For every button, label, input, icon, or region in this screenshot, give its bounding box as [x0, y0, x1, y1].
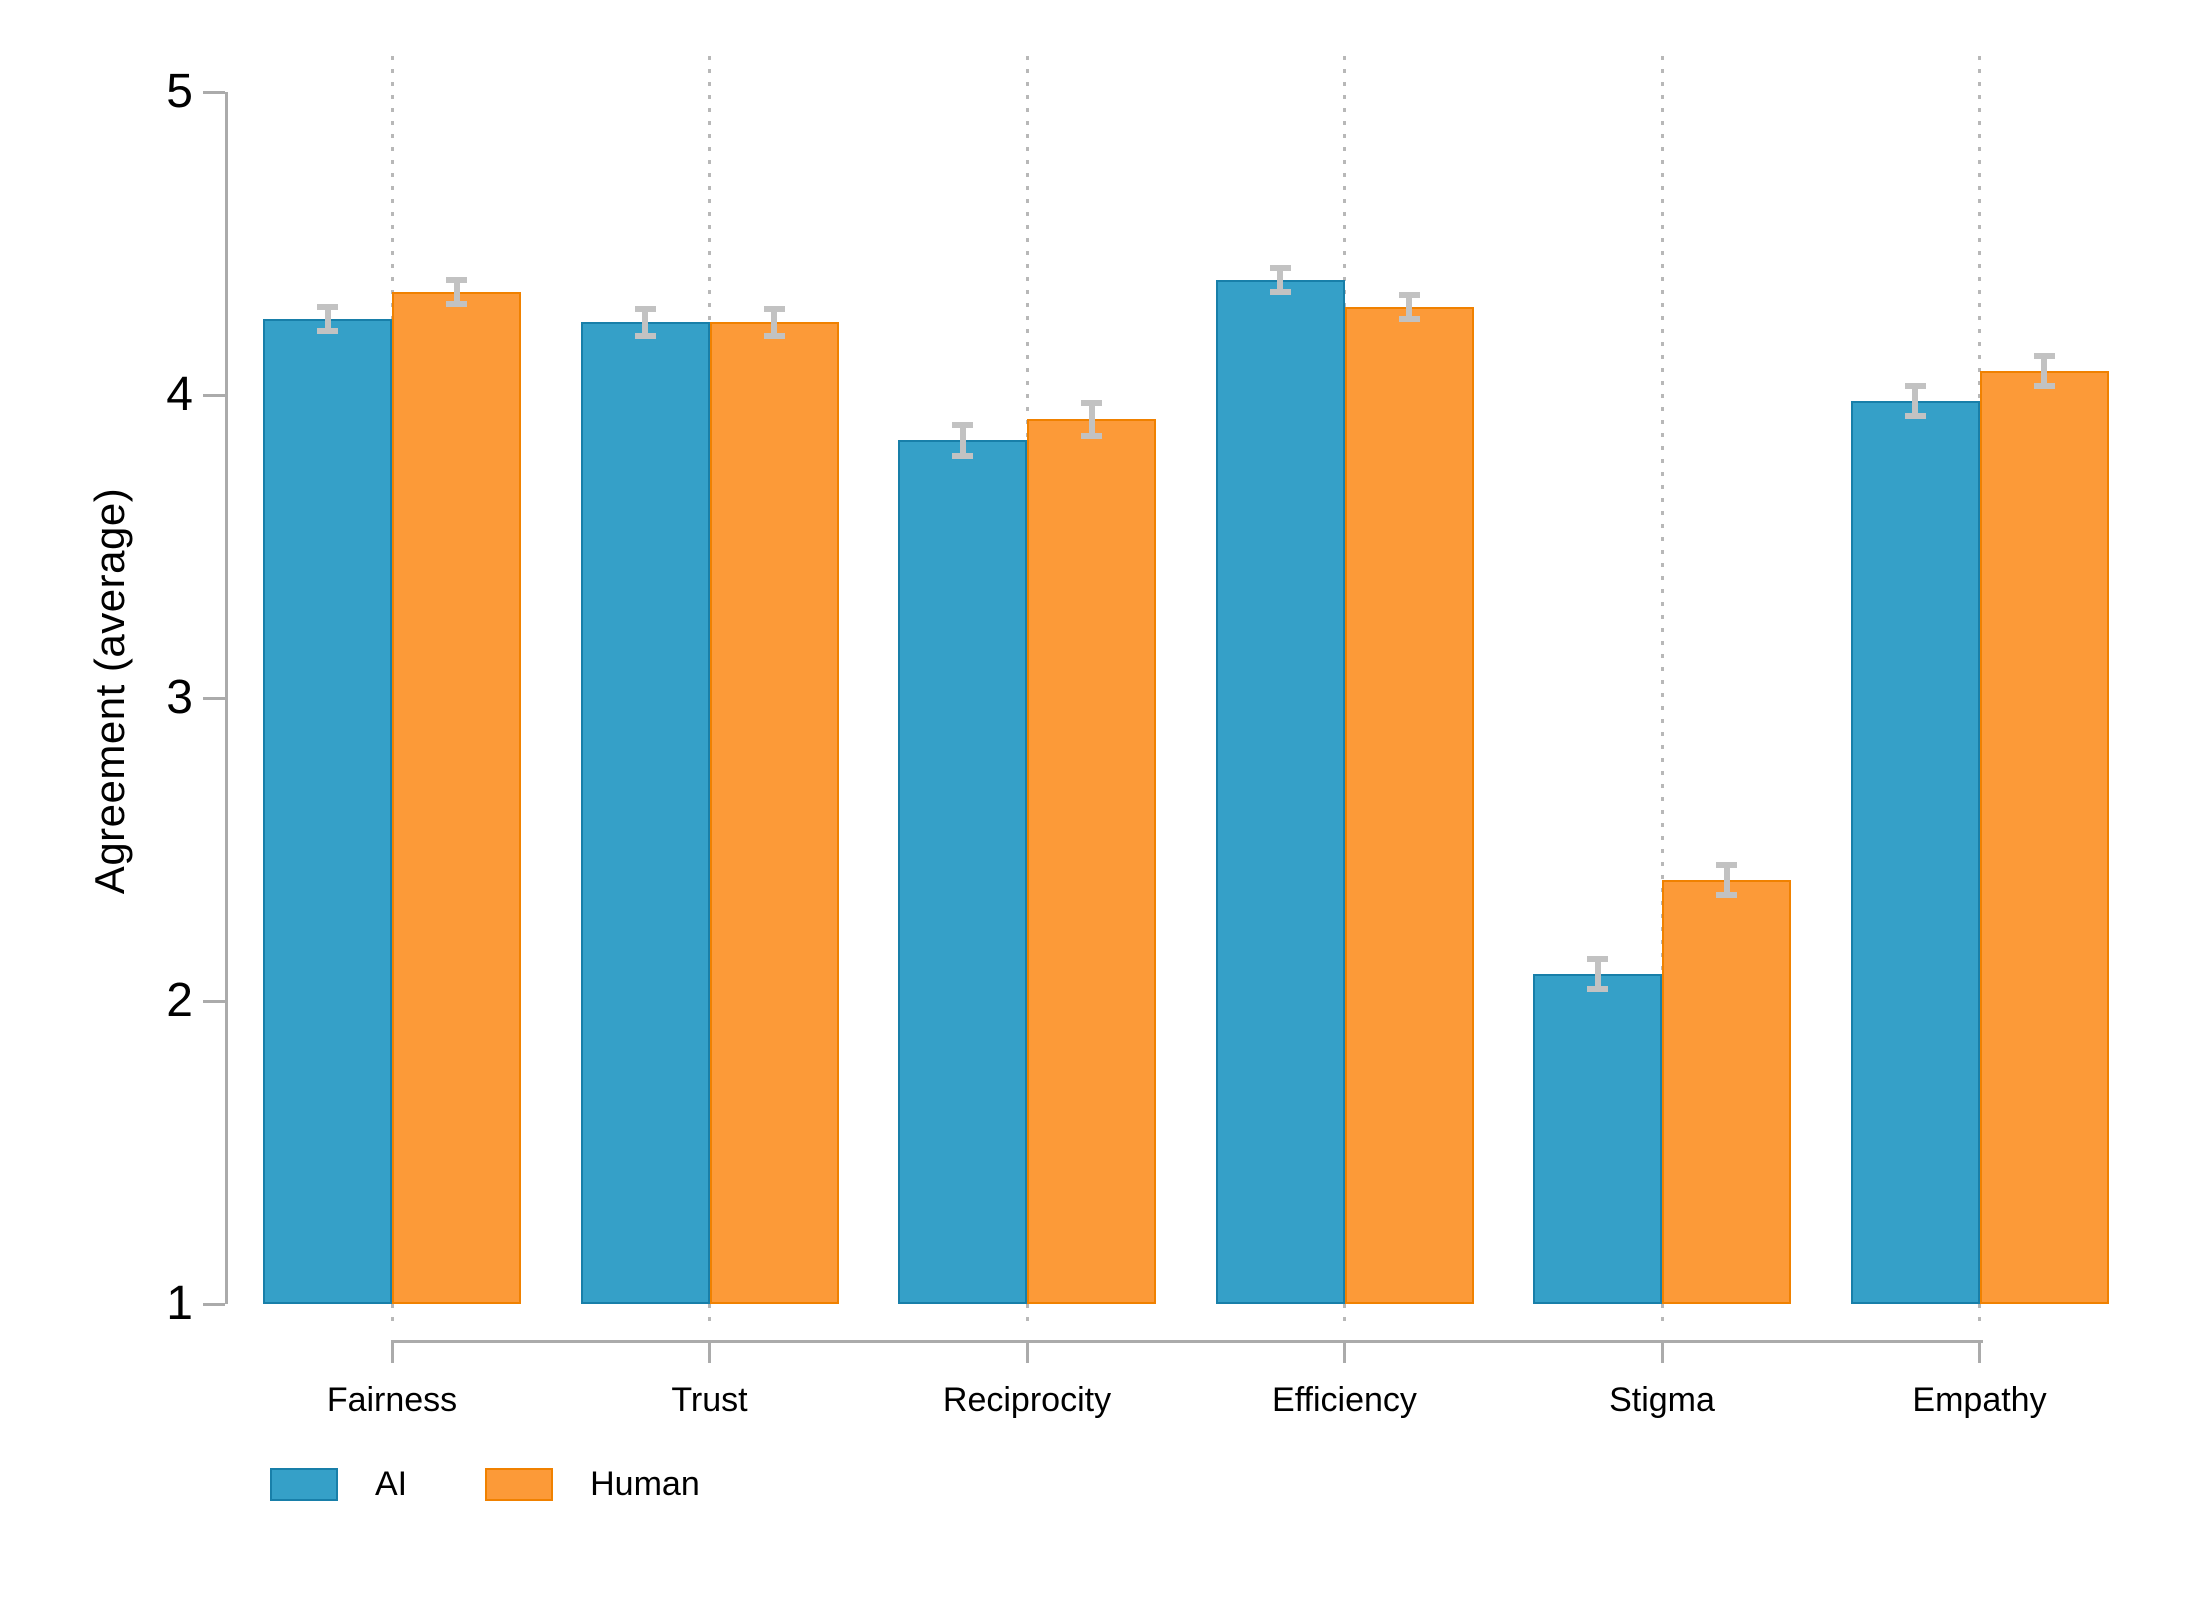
error-bar-stem-ai-bar-reciprocity: [959, 425, 966, 456]
x-category-label-empathy: Empathy: [1912, 1381, 2047, 1419]
y-tick-5: [203, 90, 225, 94]
y-axis-line: [225, 92, 228, 1304]
error-bar-cap-bottom-ai-bar-stigma: [1587, 985, 1608, 992]
error-bar-stem-ai-bar-empathy: [1912, 385, 1918, 417]
x-category-label-fairness: Fairness: [326, 1381, 458, 1419]
y-tick-4: [203, 393, 225, 397]
error-bar-cap-top-ai-bar-reciprocity: [952, 422, 973, 429]
error-bar-stem-human-bar-trust: [771, 308, 777, 336]
error-bar-cap-bottom-ai-bar-empathy: [1904, 413, 1926, 420]
human-bar-empathy: [1979, 370, 2109, 1304]
error-bar-stem-human-bar-stigma: [1723, 864, 1730, 895]
error-bar-cap-bottom-ai-bar-trust: [634, 332, 656, 339]
error-bar-cap-bottom-human-bar-fairness: [446, 301, 467, 308]
error-bar-stem-ai-bar-efficiency: [1277, 267, 1283, 292]
error-bar-cap-bottom-human-bar-efficiency: [1398, 316, 1420, 323]
error-bar-stem-ai-bar-stigma: [1594, 958, 1601, 989]
ai-bar-reciprocity: [898, 440, 1027, 1304]
ai-bar-stigma: [1533, 973, 1662, 1304]
error-bar-cap-top-ai-bar-trust: [634, 305, 656, 312]
y-tick-2: [203, 999, 225, 1003]
x-tick-reciprocity: [1025, 1340, 1029, 1363]
error-bar-cap-top-human-bar-fairness: [446, 276, 467, 283]
error-bar-stem-human-bar-efficiency: [1406, 295, 1412, 320]
x-tick-fairness: [390, 1340, 394, 1363]
legend: AI Human: [270, 1465, 700, 1504]
ai-bar-trust: [580, 322, 710, 1304]
x-axis-line: [392, 1340, 1983, 1343]
error-bar-stem-human-bar-reciprocity: [1088, 402, 1095, 436]
y-tick-label-1: 1: [166, 1277, 193, 1330]
x-category-label-reciprocity: Reciprocity: [942, 1381, 1112, 1419]
error-bar-cap-top-human-bar-stigma: [1716, 861, 1737, 868]
x-category-label-efficiency: Efficiency: [1272, 1381, 1417, 1419]
human-bar-reciprocity: [1027, 419, 1156, 1304]
human-bar-trust: [709, 322, 839, 1304]
x-tick-efficiency: [1343, 1340, 1346, 1363]
error-bar-cap-top-ai-bar-empathy: [1904, 382, 1926, 389]
legend-swatch-ai: [270, 1468, 338, 1501]
error-bar-cap-bottom-ai-bar-efficiency: [1269, 288, 1291, 295]
x-category-label-stigma: Stigma: [1609, 1381, 1715, 1419]
error-bar-cap-top-ai-bar-efficiency: [1269, 264, 1291, 271]
ai-bar-efficiency: [1215, 279, 1345, 1304]
y-tick-3: [203, 696, 225, 700]
legend-swatch-human: [485, 1468, 554, 1501]
error-bar-cap-top-human-bar-empathy: [2033, 352, 2055, 359]
legend-label-human: Human: [590, 1465, 700, 1503]
error-bar-stem-ai-bar-fairness: [324, 307, 331, 332]
human-bar-fairness: [392, 291, 521, 1304]
ai-bar-empathy: [1850, 401, 1980, 1304]
error-bar-cap-bottom-human-bar-empathy: [2033, 382, 2055, 389]
x-tick-stigma: [1660, 1340, 1664, 1363]
error-bar-stem-human-bar-empathy: [2041, 355, 2047, 386]
y-tick-label-3: 3: [166, 671, 193, 724]
error-bar-stem-human-bar-fairness: [453, 279, 460, 305]
error-bar-cap-top-human-bar-reciprocity: [1081, 399, 1102, 406]
human-bar-stigma: [1662, 879, 1791, 1304]
error-bar-cap-top-human-bar-trust: [763, 305, 785, 312]
error-bar-cap-top-human-bar-efficiency: [1398, 292, 1420, 298]
error-bar-stem-ai-bar-trust: [642, 308, 648, 336]
y-tick-label-5: 5: [166, 65, 193, 118]
y-tick-label-4: 4: [166, 368, 193, 421]
x-category-label-trust: Trust: [671, 1381, 748, 1419]
error-bar-cap-bottom-ai-bar-fairness: [317, 328, 338, 335]
y-tick-label-2: 2: [166, 974, 193, 1027]
legend-label-ai: AI: [375, 1465, 408, 1503]
error-bar-cap-top-ai-bar-stigma: [1587, 955, 1608, 962]
y-tick-1: [203, 1302, 225, 1306]
ai-bar-fairness: [263, 319, 392, 1304]
gridline-stigma: [1660, 56, 1664, 1330]
x-tick-trust: [708, 1340, 711, 1363]
error-bar-cap-bottom-human-bar-reciprocity: [1081, 432, 1102, 439]
error-bar-cap-bottom-ai-bar-reciprocity: [952, 452, 973, 459]
x-tick-empathy: [1978, 1340, 1981, 1363]
error-bar-cap-bottom-human-bar-trust: [763, 332, 785, 339]
error-bar-cap-top-ai-bar-fairness: [317, 304, 338, 311]
human-bar-efficiency: [1344, 307, 1474, 1304]
error-bar-cap-bottom-human-bar-stigma: [1716, 891, 1737, 898]
